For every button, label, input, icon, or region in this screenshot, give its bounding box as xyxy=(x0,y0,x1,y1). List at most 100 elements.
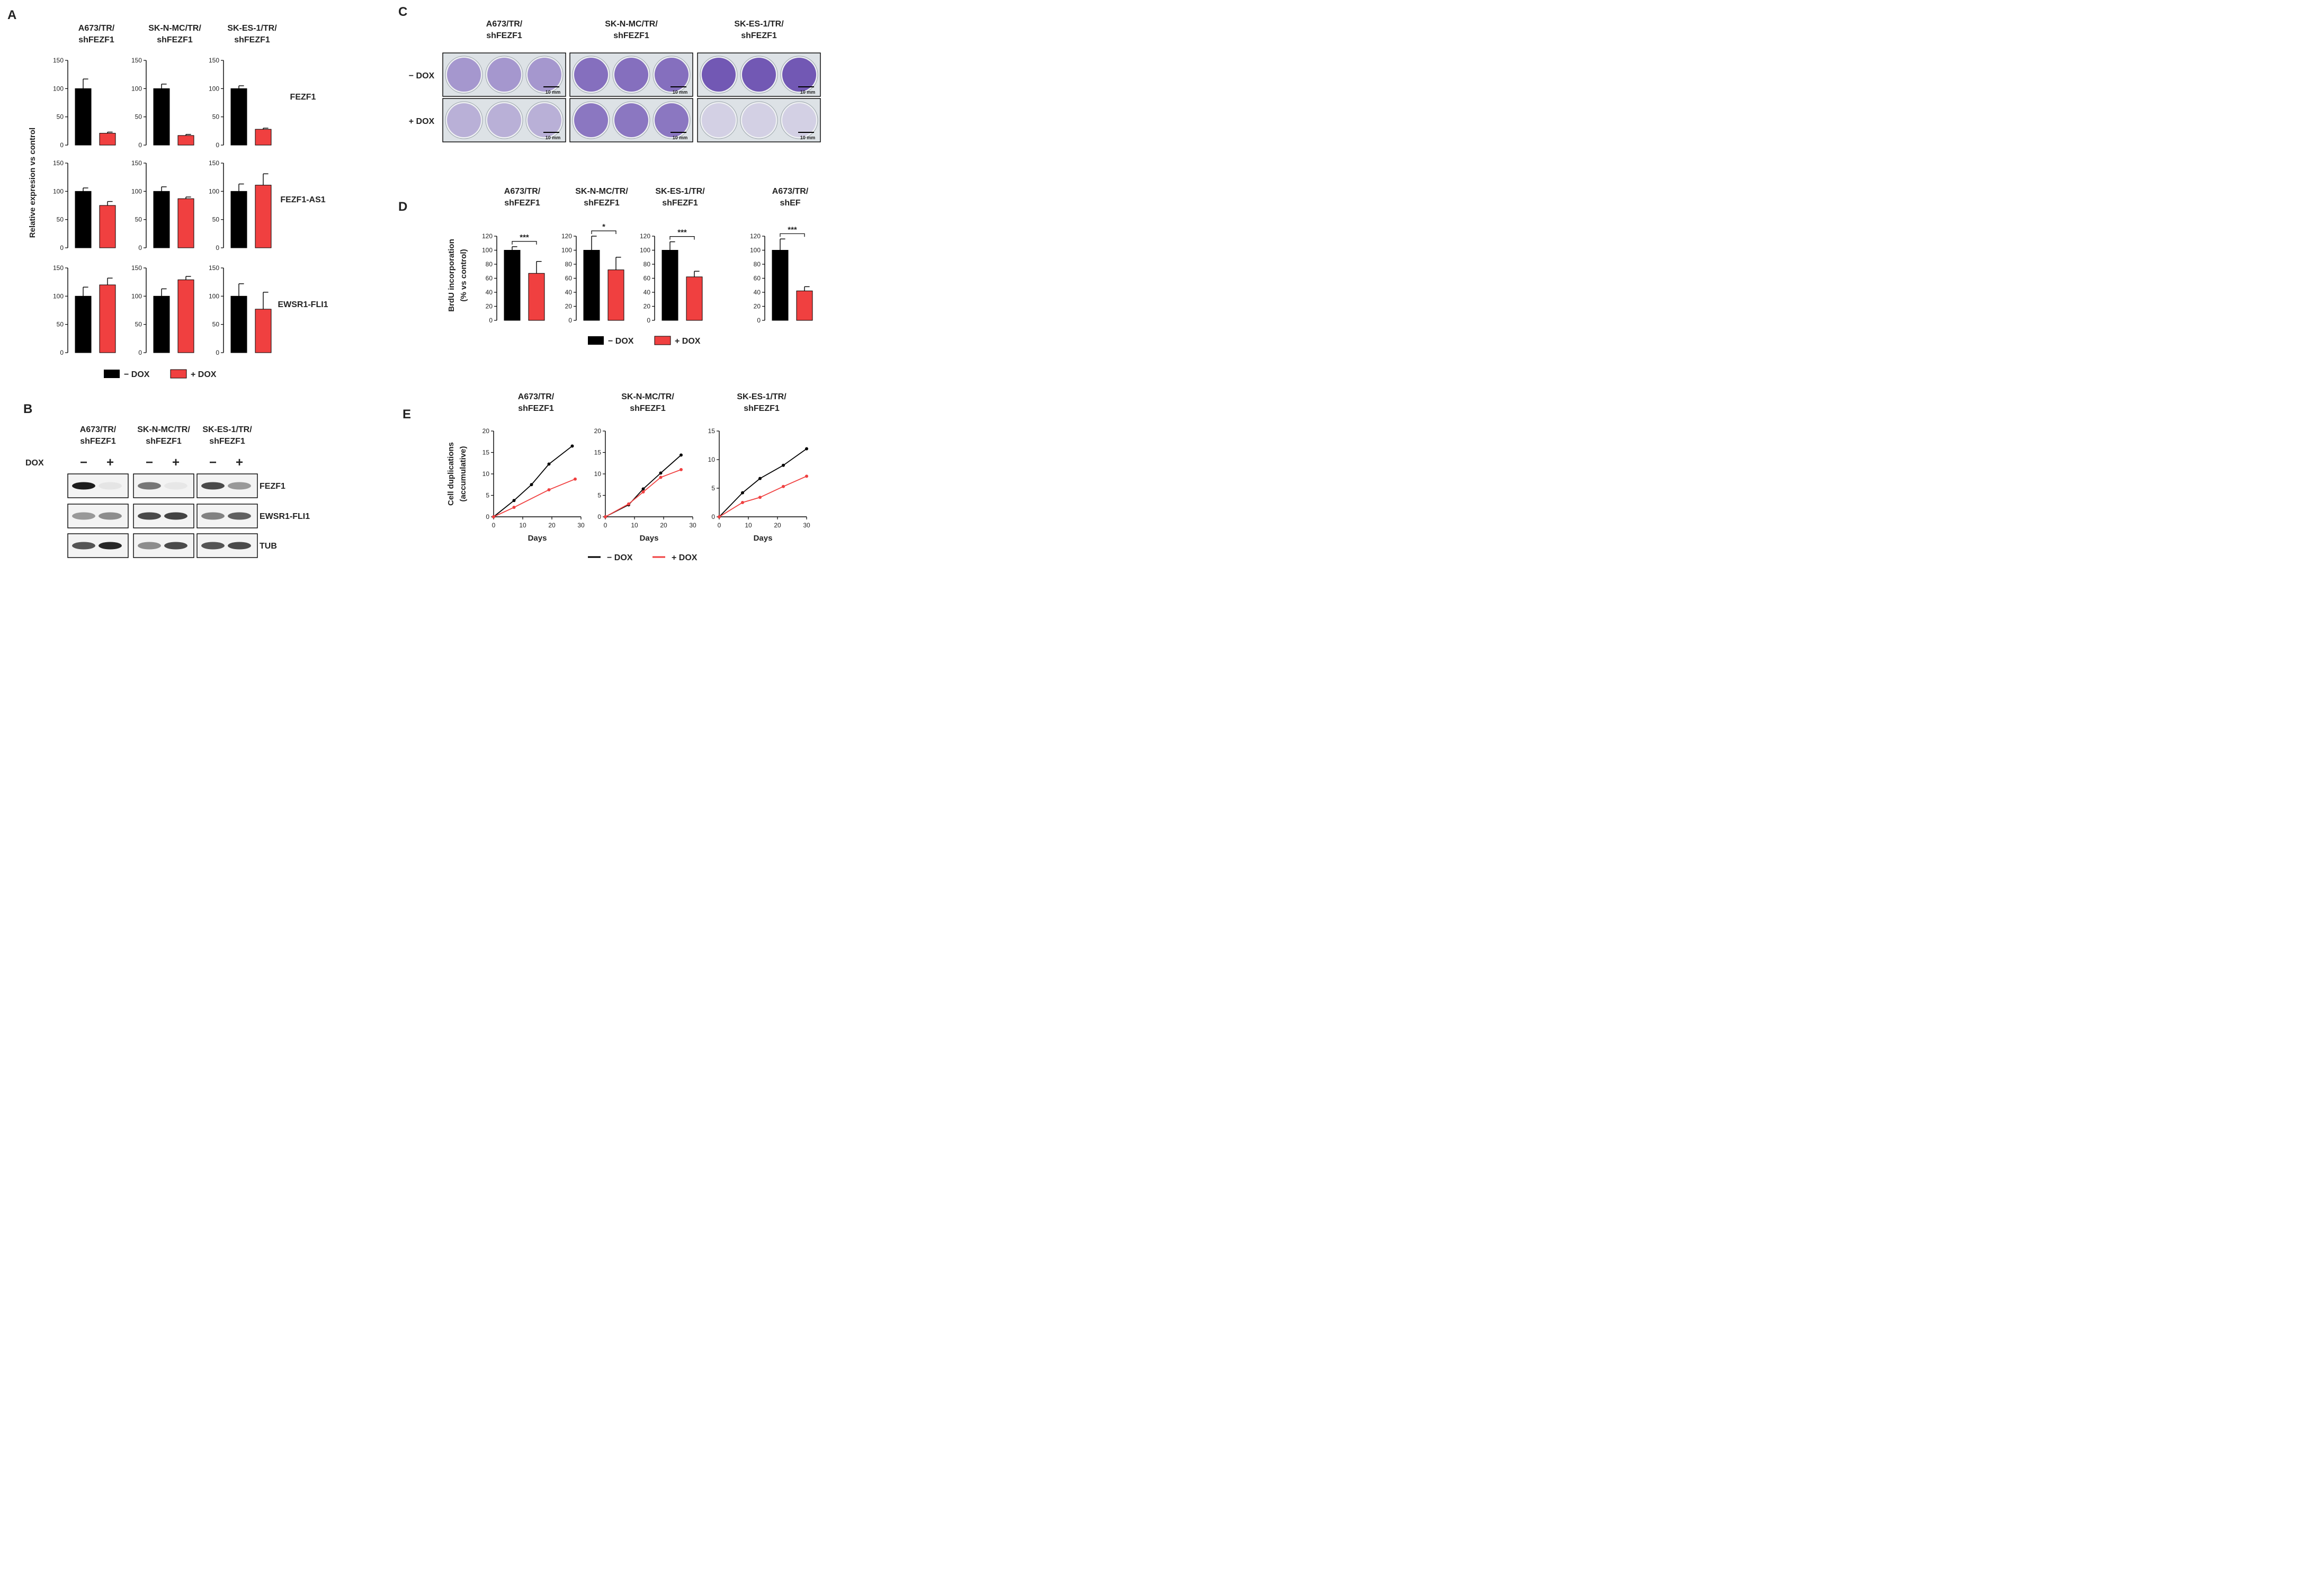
panel-e-title: SK-ES-1/TR/ xyxy=(737,392,786,401)
panel-a-bar xyxy=(75,191,92,248)
panel-a-y-tick-label: 0 xyxy=(216,141,219,149)
blot-band xyxy=(138,512,161,520)
panel-b-title: SK-N-MC/TR/ xyxy=(137,425,190,434)
panel-e-ylabel-1: Cell duplications xyxy=(446,442,455,506)
plate-well-stain xyxy=(742,58,776,92)
panel-d-y-tick-label: 20 xyxy=(643,303,651,310)
panel-d-y-tick-label: 80 xyxy=(643,261,651,268)
panel-d-y-tick-label: 20 xyxy=(486,303,493,310)
panel-e-x-tick-label: 0 xyxy=(604,522,607,529)
panel-e-point xyxy=(547,462,551,466)
panel-e-point xyxy=(641,487,645,491)
panel-a-title: A673/TR/ xyxy=(78,24,115,33)
panel-d-bar xyxy=(662,250,678,321)
panel-a-y-tick-label: 100 xyxy=(53,187,64,195)
legend-plus-label: + DOX xyxy=(191,370,217,379)
panel-e-x-tick-label: 10 xyxy=(519,522,526,529)
panel-d-y-tick-label: 60 xyxy=(643,275,651,282)
panel-d-bar xyxy=(528,273,545,321)
plate-well-stain xyxy=(487,103,521,137)
blot-band xyxy=(72,512,95,520)
panel-a-y-tick-label: 100 xyxy=(209,187,219,195)
blot-protein-label: EWSR1-FLI1 xyxy=(260,512,310,521)
panel-a-y-tick-label: 50 xyxy=(135,113,142,121)
panel-b-title: A673/TR/ xyxy=(80,425,117,434)
panel-e-x-tick-label: 30 xyxy=(577,522,585,529)
legend-minus-swatch xyxy=(588,336,604,345)
panel-d-y-tick-label: 100 xyxy=(750,247,761,254)
blot-protein-label: FEZF1 xyxy=(260,482,285,491)
panel-a-y-tick-label: 100 xyxy=(209,85,219,92)
panel-d-y-tick-label: 120 xyxy=(640,232,650,240)
significance-bracket xyxy=(780,233,805,237)
significance-label: * xyxy=(602,222,605,231)
panel-e-point xyxy=(570,444,574,448)
panel-a-y-tick-label: 0 xyxy=(60,141,64,149)
panel-e-y-tick-label: 20 xyxy=(482,427,490,435)
significance-bracket xyxy=(591,230,616,234)
panel-d-title: SK-N-MC/TR/ xyxy=(575,187,628,196)
blot-band xyxy=(228,512,251,520)
panel-d-y-tick-label: 60 xyxy=(565,275,573,282)
panel-a-bar xyxy=(99,205,116,248)
legend-minus-label: − DOX xyxy=(608,337,634,346)
panel-a-y-tick-label: 100 xyxy=(209,292,219,300)
panel-e: A673/TR/shFEZF1 0 5 10 15 20 0 10 20 30 Days SK-N-M… xyxy=(446,392,810,562)
significance-bracket xyxy=(669,236,695,240)
panel-d-y-tick-label: 0 xyxy=(647,317,650,324)
panel-e-point xyxy=(659,475,663,479)
panel-d-y-tick-label: 80 xyxy=(486,261,493,268)
panel-c-title: A673/TR/ xyxy=(486,20,523,29)
panel-e-point xyxy=(574,477,577,481)
panel-c: A673/TR/shFEZF1 SK-N-MC/TR/shFEZF1 SK-ES-1… xyxy=(409,20,821,142)
panel-b-label: B xyxy=(23,402,32,416)
panel-a-y-tick-label: 150 xyxy=(131,57,142,64)
panel-a-y-tick-label: 50 xyxy=(57,113,64,121)
plate-well-stain xyxy=(702,58,736,92)
panel-e-y-tick-label: 15 xyxy=(594,449,602,456)
panel-a-y-tick-label: 150 xyxy=(209,57,219,64)
panel-a-bar xyxy=(99,284,116,353)
panel-d-y-tick-label: 40 xyxy=(565,289,573,296)
dox-row-label: − DOX xyxy=(409,71,435,80)
plate-well xyxy=(700,101,738,139)
panel-e-title: SK-N-MC/TR/ xyxy=(621,392,674,401)
plate-well xyxy=(525,101,564,139)
panel-c-title: shFEZF1 xyxy=(486,31,522,40)
plate-well-stain xyxy=(528,58,561,92)
minus-sign: − xyxy=(146,455,153,470)
panel-b: A673/TR/shFEZF1 SK-N-MC/TR/shFEZF1 SK-ES-1… xyxy=(25,425,310,558)
panel-e-xlabel: Days xyxy=(754,534,773,543)
panel-e-y-tick-label: 20 xyxy=(594,427,602,435)
panel-e-y-tick-label: 15 xyxy=(708,427,716,435)
panel-d-y-tick-label: 60 xyxy=(754,275,761,282)
plus-sign: + xyxy=(172,455,180,470)
panel-e-point xyxy=(680,453,683,457)
panel-a: A673/TR/shFEZF1 SK-N-MC/TR/shFEZF1 SK-ES-1… xyxy=(28,24,328,379)
panel-a-y-tick-label: 50 xyxy=(57,216,64,223)
panel-a-y-tick-label: 0 xyxy=(60,244,64,252)
plate-well-stain xyxy=(447,103,481,137)
panel-e-point xyxy=(512,506,516,509)
gene-label: FEZF1-AS1 xyxy=(280,195,325,204)
panel-e-series-line xyxy=(719,448,807,517)
panel-a-y-tick-label: 50 xyxy=(135,216,142,223)
panel-b-title: shFEZF1 xyxy=(146,437,182,446)
panel-d-y-tick-label: 100 xyxy=(482,247,493,254)
panel-a-y-tick-label: 150 xyxy=(131,264,142,272)
panel-e-point xyxy=(492,515,495,518)
panel-e-point xyxy=(547,488,551,491)
plus-sign: + xyxy=(106,455,114,470)
panel-e-point xyxy=(512,499,516,503)
panel-d-bar xyxy=(796,290,813,321)
panel-e-point xyxy=(758,496,762,499)
panel-e-series-line xyxy=(493,445,573,517)
panel-e-y-tick-label: 10 xyxy=(594,470,602,478)
blot-band xyxy=(138,542,161,550)
blot-band xyxy=(164,512,187,520)
panel-d-ylabel-1: BrdU incorporation xyxy=(447,239,456,312)
panel-d-y-tick-label: 40 xyxy=(643,289,651,296)
scale-bar-label: 10 mm xyxy=(546,135,561,140)
panel-d-bar xyxy=(583,250,600,321)
significance-label: *** xyxy=(520,233,529,242)
